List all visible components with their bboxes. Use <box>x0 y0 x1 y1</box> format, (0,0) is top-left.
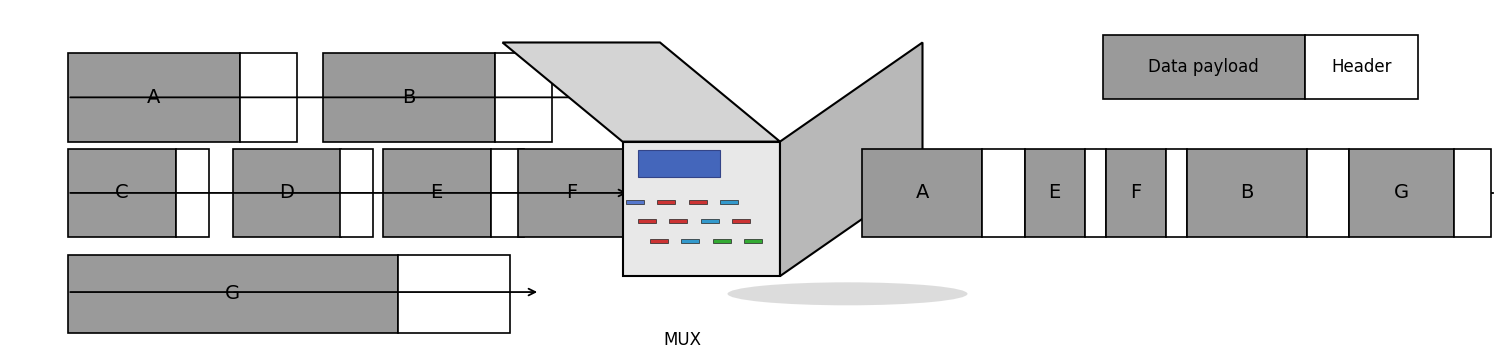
Bar <box>626 200 644 204</box>
Bar <box>1084 149 1106 237</box>
Bar <box>1305 35 1418 99</box>
Text: Header: Header <box>1330 58 1392 76</box>
Bar <box>68 255 398 333</box>
Bar <box>1186 149 1306 237</box>
Bar <box>68 149 176 237</box>
Text: MUX: MUX <box>663 331 702 349</box>
Bar <box>495 53 552 142</box>
Bar <box>322 53 495 142</box>
Bar <box>700 219 718 223</box>
Text: F: F <box>566 183 578 202</box>
Text: B: B <box>1240 183 1252 202</box>
Bar <box>982 149 1024 237</box>
Bar <box>68 53 240 142</box>
Text: F: F <box>1130 183 1142 202</box>
Bar <box>232 149 340 237</box>
Bar <box>1106 149 1166 237</box>
Bar <box>398 255 510 333</box>
Bar <box>744 239 762 243</box>
Bar <box>732 219 750 223</box>
Polygon shape <box>503 42 780 142</box>
Bar <box>650 239 668 243</box>
Bar <box>626 149 658 237</box>
Bar <box>176 149 208 237</box>
Bar <box>382 149 490 237</box>
Bar <box>657 200 675 204</box>
Bar <box>1454 149 1491 237</box>
Polygon shape <box>622 142 780 276</box>
Bar <box>681 239 699 243</box>
Text: C: C <box>114 183 129 202</box>
Bar <box>240 53 297 142</box>
Bar <box>1024 149 1084 237</box>
Bar <box>518 149 626 237</box>
Bar <box>669 219 687 223</box>
Text: E: E <box>1048 183 1060 202</box>
Text: B: B <box>402 88 416 107</box>
Bar <box>720 200 738 204</box>
Ellipse shape <box>728 282 968 305</box>
Text: A: A <box>916 183 928 202</box>
Text: G: G <box>225 284 240 303</box>
Bar <box>1348 149 1454 237</box>
Polygon shape <box>780 42 922 276</box>
Bar <box>340 149 374 237</box>
Text: D: D <box>279 183 294 202</box>
Bar <box>1306 149 1348 237</box>
Text: A: A <box>147 88 160 107</box>
Bar <box>490 149 524 237</box>
Bar <box>862 149 982 237</box>
Bar <box>712 239 730 243</box>
Bar <box>1102 35 1305 99</box>
Bar <box>688 200 706 204</box>
Text: G: G <box>1394 183 1408 202</box>
Bar <box>1166 149 1186 237</box>
Text: Data payload: Data payload <box>1149 58 1258 76</box>
Bar <box>638 219 656 223</box>
Bar <box>638 150 720 177</box>
Text: E: E <box>430 183 442 202</box>
